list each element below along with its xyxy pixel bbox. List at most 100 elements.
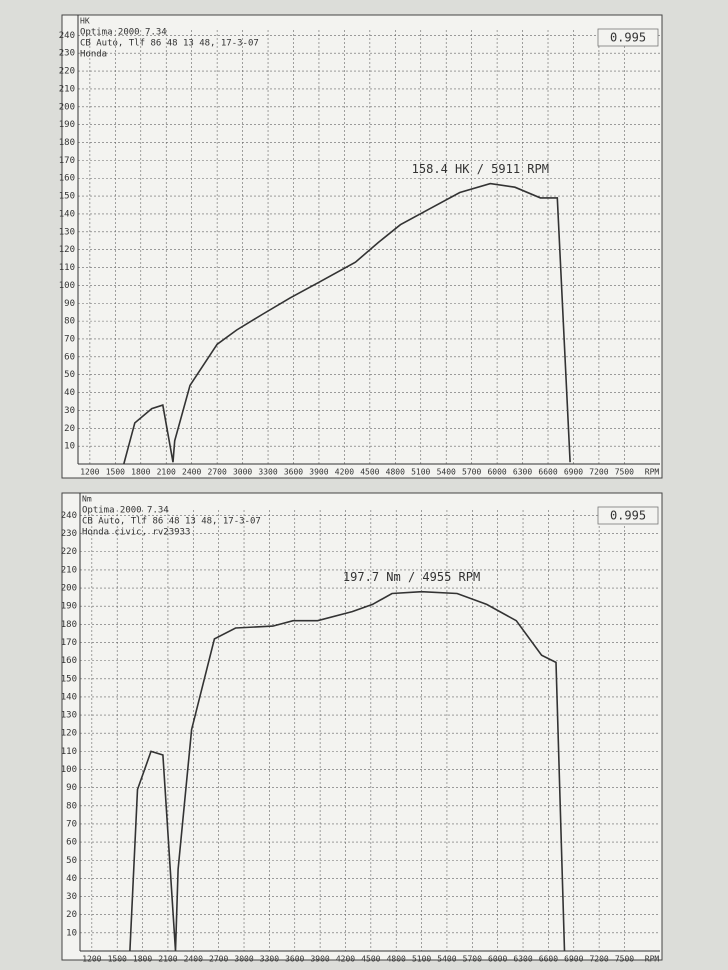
x-tick-label: 3000 [233, 468, 252, 477]
x-tick-label: 1800 [131, 468, 150, 477]
peak-annotation: 158.4 HK / 5911 RPM [412, 162, 549, 176]
x-tick-label: 5700 [462, 468, 481, 477]
y-tick-label: 90 [64, 299, 75, 309]
x-tick-label: 1200 [80, 468, 99, 477]
header-line: Optima 2000 7.34 [82, 506, 169, 516]
x-tick-label: 6900 [564, 468, 583, 477]
y-tick-label: 150 [61, 674, 77, 684]
header-line: CB Auto, Tlf 86 48 13 48, 17-3-07 [82, 517, 261, 527]
y-tick-label: 100 [61, 765, 77, 775]
badge-box [597, 28, 659, 47]
y-tick-label: 20 [64, 424, 75, 434]
y-tick-label: 120 [61, 729, 77, 739]
x-tick-label: 2100 [158, 955, 177, 964]
x-tick-label: 1800 [133, 955, 152, 964]
y-tick-label: 230 [59, 49, 75, 59]
x-tick-label: 2700 [208, 468, 227, 477]
header-line: CB Auto, Tlf 86 48 13 48, 17-3-07 [80, 39, 259, 49]
x-tick-label: 6000 [488, 955, 507, 964]
x-tick-label: 3600 [285, 955, 304, 964]
y-tick-label: 110 [59, 263, 75, 273]
x-tick-label: 1500 [106, 468, 125, 477]
y-tick-label: 180 [59, 138, 75, 148]
x-tick-label: 4800 [386, 468, 405, 477]
y-tick-label: 160 [59, 174, 75, 184]
y-tick-label: 110 [61, 747, 77, 757]
x-tick-label: 6300 [513, 955, 532, 964]
x-tick-label: 5700 [463, 955, 482, 964]
x-tick-label: 7200 [589, 955, 608, 964]
x-tick-label: 6900 [564, 955, 583, 964]
x-tick-label: 7500 [615, 955, 634, 964]
y-tick-label: 240 [59, 31, 75, 41]
y-tick-label: 200 [59, 102, 75, 112]
y-tick-label: 210 [59, 84, 75, 94]
y-tick-label: 170 [61, 638, 77, 648]
y-tick-label: 50 [66, 856, 77, 866]
x-tick-label: 2400 [182, 468, 201, 477]
x-tick-label: 6300 [513, 468, 532, 477]
y-tick-label: 40 [66, 874, 77, 884]
x-tick-label: 5100 [412, 955, 431, 964]
x-tick-label: 5400 [437, 955, 456, 964]
x-tick-label: 4200 [335, 468, 354, 477]
peak-annotation: 197.7 Nm / 4955 RPM [343, 570, 480, 584]
y-tick-label: 90 [66, 783, 77, 793]
y-axis-label: HK [80, 17, 90, 26]
curve [129, 590, 566, 952]
badge: 0.995 [610, 509, 646, 523]
y-axis-label: Nm [82, 495, 92, 504]
x-tick-label: 3300 [260, 955, 279, 964]
x-tick-label: 2700 [209, 955, 228, 964]
x-tick-label: 5400 [437, 468, 456, 477]
y-tick-label: 240 [61, 511, 77, 521]
y-tick-label: 140 [59, 209, 75, 219]
y-tick-label: 220 [59, 67, 75, 77]
y-tick-label: 230 [61, 529, 77, 539]
y-tick-label: 200 [61, 584, 77, 594]
x-tick-label: 7200 [589, 468, 608, 477]
x-tick-label: 1200 [82, 955, 101, 964]
x-tick-label: 6600 [539, 955, 558, 964]
header-line: Optima 2000 7.34 [80, 28, 167, 38]
y-tick-label: 140 [61, 692, 77, 702]
x-tick-label: 5100 [411, 468, 430, 477]
y-tick-label: 20 [66, 910, 77, 920]
y-tick-label: 150 [59, 192, 75, 202]
x-tick-label: 4200 [336, 955, 355, 964]
y-tick-label: 130 [61, 711, 77, 721]
x-tick-label: 2400 [184, 955, 203, 964]
x-tick-label: 4800 [387, 955, 406, 964]
x-tick-label: 2100 [157, 468, 176, 477]
y-tick-label: 210 [61, 565, 77, 575]
y-tick-label: 170 [59, 156, 75, 166]
y-tick-label: 80 [64, 317, 75, 327]
x-tick-label: 3900 [309, 468, 328, 477]
x-tick-label: 6600 [538, 468, 557, 477]
chart-frame [61, 492, 663, 961]
y-tick-label: 190 [59, 120, 75, 130]
badge-box [597, 506, 659, 525]
y-tick-label: 190 [61, 602, 77, 612]
x-tick-label: 7500 [615, 468, 634, 477]
y-tick-label: 130 [59, 227, 75, 237]
y-tick-label: 80 [66, 801, 77, 811]
y-tick-label: 100 [59, 281, 75, 291]
y-tick-label: 40 [64, 388, 75, 398]
x-tick-label: 4500 [361, 955, 380, 964]
y-tick-label: 160 [61, 656, 77, 666]
y-tick-label: 220 [61, 547, 77, 557]
curve [123, 182, 571, 465]
x-tick-label: 3900 [310, 955, 329, 964]
y-tick-label: 70 [66, 819, 77, 829]
x-tick-label: 3300 [258, 468, 277, 477]
y-tick-label: 10 [66, 928, 77, 938]
y-tick-label: 60 [66, 838, 77, 848]
y-tick-label: 30 [66, 892, 77, 902]
y-tick-label: 60 [64, 352, 75, 362]
y-tick-label: 30 [64, 406, 75, 416]
y-tick-label: 120 [59, 245, 75, 255]
y-tick-label: 180 [61, 620, 77, 630]
